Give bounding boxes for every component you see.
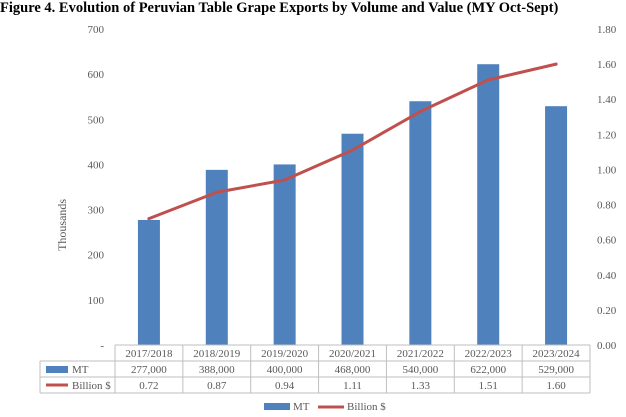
bar-mt [205,169,228,345]
x-tick-label: 2023/2024 [533,348,581,360]
y2-tick-label: 0.60 [597,235,617,247]
x-tick-label: 2022/2023 [465,348,513,360]
y2-tick-label: 0.00 [597,340,617,352]
data-label-mt: 388,000 [199,364,235,376]
y-tick-label: 100 [88,295,105,307]
data-label-mt: 540,000 [402,364,438,376]
bar-mt [137,219,160,345]
x-tick-label: 2017/2018 [125,348,173,360]
table-legend-key-mt [46,366,68,373]
bar-mt [273,164,296,345]
line-point [215,190,219,194]
y2-tick-label: 0.20 [597,305,617,317]
y2-tick-label: 1.60 [597,59,617,71]
y-tick-label: 200 [88,250,105,262]
table-row-label-mt: MT [72,364,89,376]
data-label-billion: 1.11 [343,380,362,392]
chart-title: Figure 4. Evolution of Peruvian Table Gr… [0,0,559,16]
table-row-label-billion: Billion $ [72,380,111,392]
x-tick-label: 2021/2022 [397,348,444,360]
data-label-mt: 400,000 [267,364,303,376]
y-axis-label: Thousands [55,199,69,251]
line-point [147,217,151,221]
data-label-billion: 0.87 [207,380,227,392]
line-point [283,178,287,182]
y2-tick-label: 0.80 [597,200,617,212]
line-point [418,110,422,114]
bar-mt [477,64,500,345]
legend-label-billion: Billion $ [347,401,386,413]
y2-tick-label: 1.00 [597,164,617,176]
x-tick-label: 2018/2019 [193,348,241,360]
data-label-mt: 622,000 [470,364,506,376]
y-tick-label: 700 [88,24,105,36]
data-label-billion: 0.72 [139,380,158,392]
legend-label-mt: MT [293,401,310,413]
bar-mt [545,106,568,346]
y-tick-label: - [100,340,104,352]
y-tick-label: 600 [88,69,105,81]
data-label-billion: 0.94 [275,380,295,392]
data-label-billion: 1.60 [546,380,566,392]
y2-tick-label: 0.40 [597,270,617,282]
x-tick-label: 2020/2021 [329,348,376,360]
data-label-mt: 529,000 [538,364,574,376]
bar-mt [409,101,432,345]
y2-tick-label: 1.80 [597,24,617,36]
line-point [351,148,354,152]
data-label-mt: 277,000 [131,364,167,376]
y2-tick-label: 1.20 [597,129,617,141]
y-tick-label: 400 [88,159,105,171]
bar-mt [341,133,364,345]
line-point [554,62,558,66]
x-tick-label: 2019/2020 [261,348,309,360]
y-tick-label: 300 [88,205,105,217]
legend-key-mt [264,403,290,410]
line-point [486,78,490,82]
data-label-mt: 468,000 [335,364,371,376]
y-tick-label: 500 [88,114,105,126]
data-label-billion: 1.33 [411,380,431,392]
y2-tick-label: 1.40 [597,94,617,106]
data-label-billion: 1.51 [479,380,498,392]
